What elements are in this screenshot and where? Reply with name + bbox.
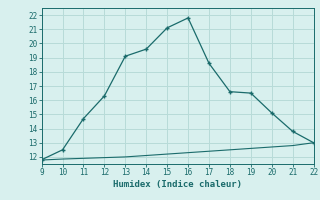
X-axis label: Humidex (Indice chaleur): Humidex (Indice chaleur)	[113, 180, 242, 189]
